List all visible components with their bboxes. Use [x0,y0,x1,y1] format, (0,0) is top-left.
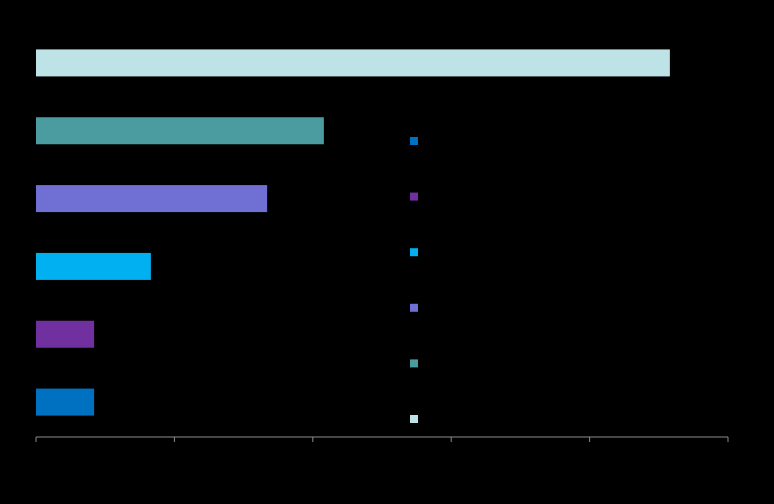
legend-swatch [410,359,418,368]
bar [36,252,151,280]
bar [36,388,95,416]
bar [36,49,670,77]
legend-swatch [410,303,418,312]
bar [36,320,95,348]
legend-swatch [410,137,418,145]
bar [36,117,324,145]
legend-swatch [410,192,418,201]
bar [36,185,268,213]
legend-swatch [410,248,418,257]
legend-swatch [410,415,418,423]
